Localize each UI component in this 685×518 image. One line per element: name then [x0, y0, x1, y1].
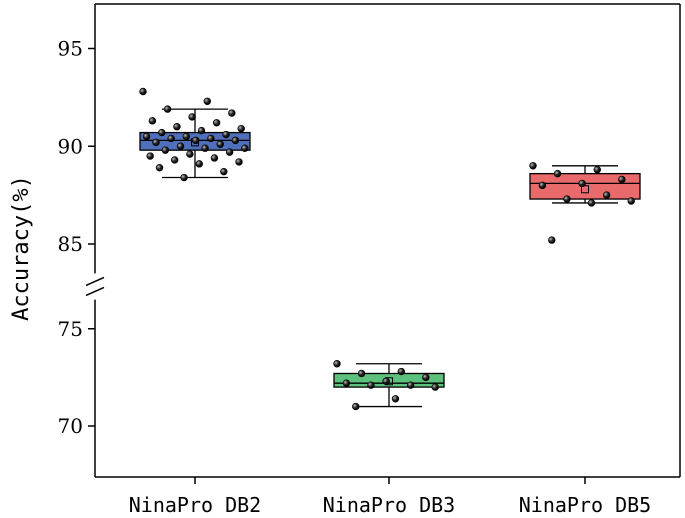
data-point [553, 169, 562, 178]
y-axis-break-mark [85, 276, 105, 287]
data-point [188, 113, 196, 121]
data-point [173, 122, 181, 131]
data-point [158, 128, 166, 137]
data-point [422, 373, 430, 382]
data-point [201, 144, 209, 152]
data-point [352, 402, 360, 411]
data-points [139, 87, 635, 411]
data-point [593, 166, 601, 174]
x-tick-label: NinaPro DB5 [519, 493, 651, 517]
data-point [155, 164, 164, 172]
data-point [618, 175, 626, 184]
y-tick-label: 75 [58, 317, 83, 341]
data-point [139, 87, 147, 96]
data-point [197, 126, 206, 135]
y-tick-label: 95 [58, 37, 83, 61]
data-point [220, 167, 228, 176]
data-point [163, 105, 172, 113]
y-tick-label: 85 [58, 232, 83, 256]
data-point [357, 369, 366, 378]
data-point [195, 160, 203, 168]
data-point [228, 109, 236, 117]
data-point [186, 150, 194, 158]
data-point [182, 132, 191, 141]
data-point [180, 173, 188, 182]
data-point [367, 381, 375, 389]
data-point [212, 119, 221, 127]
data-point [406, 381, 415, 389]
data-point [225, 148, 234, 156]
data-point [235, 158, 243, 166]
y-tick-label: 70 [58, 414, 83, 438]
data-point [382, 377, 390, 385]
x-tick-label: NinaPro DB2 [129, 493, 261, 517]
data-point [203, 97, 211, 105]
data-point [587, 199, 596, 207]
data-point [161, 146, 170, 154]
data-point [529, 162, 537, 170]
box-plots [139, 108, 641, 408]
data-point [578, 179, 586, 188]
x-tick-label: NinaPro DB3 [323, 493, 455, 517]
data-point [207, 134, 215, 143]
data-point [342, 379, 351, 387]
data-point [167, 134, 175, 143]
data-point [191, 136, 200, 145]
data-point [538, 181, 547, 190]
data-point [397, 367, 405, 376]
data-point [431, 383, 439, 391]
data-point [146, 152, 154, 160]
data-point [391, 395, 400, 403]
data-point [548, 236, 556, 244]
data-point [142, 132, 151, 141]
y-tick-label: 90 [58, 134, 83, 158]
data-point [237, 124, 245, 133]
data-point [241, 144, 249, 152]
y-axis-break-mark [85, 286, 105, 297]
mean-marker [581, 185, 589, 194]
data-point [216, 140, 224, 148]
data-point [231, 136, 240, 145]
data-point [210, 154, 219, 162]
data-point [171, 156, 179, 164]
y-axis-label: Accuracy(%) [9, 175, 34, 321]
data-point [176, 142, 185, 150]
data-point [152, 138, 160, 147]
data-point [627, 197, 635, 205]
data-point [222, 130, 230, 139]
data-point [148, 117, 157, 125]
data-point [333, 360, 341, 368]
axes: 70 75 85 90 95 NinaPro DB2 NinaPro DB3 NinaPro … [58, 3, 681, 517]
data-point [602, 191, 611, 199]
data-point [563, 195, 571, 203]
